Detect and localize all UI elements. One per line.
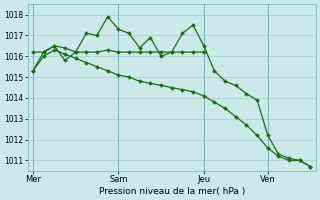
X-axis label: Pression niveau de la mer( hPa ): Pression niveau de la mer( hPa ) [99,187,245,196]
